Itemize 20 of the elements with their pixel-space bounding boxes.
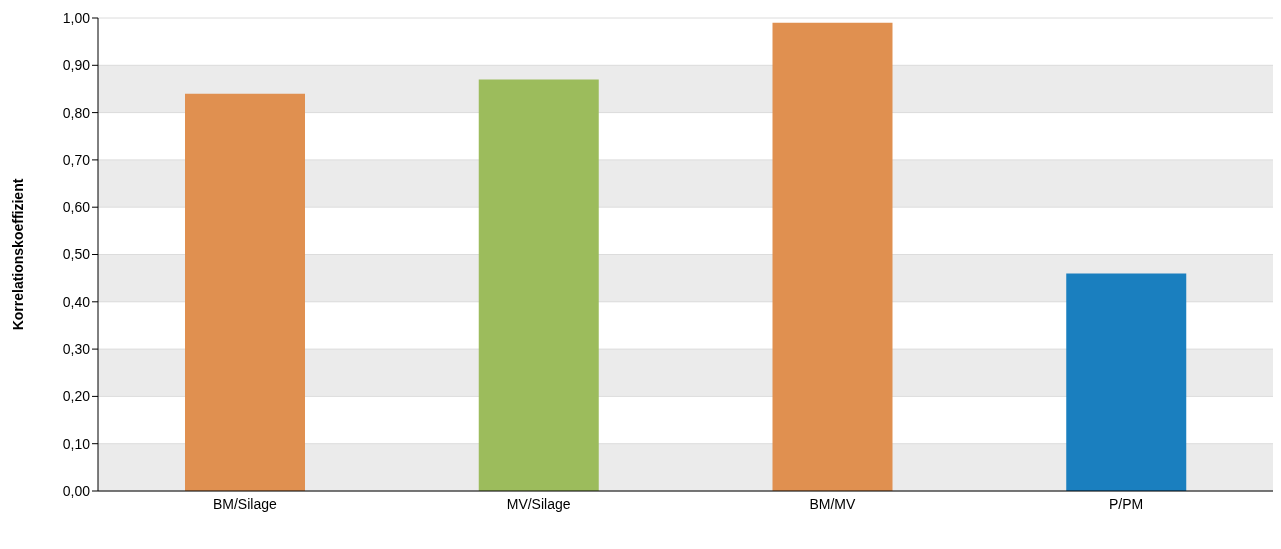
bar (185, 93, 305, 491)
x-tick-label: MV/Silage (506, 495, 571, 512)
y-axis-title: Korrelationskoeffizient (9, 178, 26, 331)
y-tick-label: 0,10 (62, 435, 91, 452)
x-tick-label: P/PM (1109, 495, 1144, 512)
y-tick-label: 0,70 (62, 151, 91, 168)
y-tick-label: 0,60 (62, 199, 91, 216)
y-tick-label: 0,40 (62, 293, 91, 310)
y-tick-label: 0,50 (62, 246, 91, 263)
y-tick-label: 1,00 (62, 9, 91, 26)
bar (478, 79, 599, 491)
bar (772, 22, 893, 491)
y-tick-label: 0,80 (62, 104, 91, 121)
y-tick-label: 0,30 (62, 341, 91, 358)
bar (1066, 273, 1187, 491)
y-tick-label: 0,20 (62, 388, 91, 405)
y-tick-label: 0,00 (62, 482, 91, 499)
x-tick-label: BM/Silage (212, 495, 277, 512)
y-tick-label: 0,90 (62, 57, 91, 74)
x-tick-label: BM/MV (809, 495, 856, 512)
